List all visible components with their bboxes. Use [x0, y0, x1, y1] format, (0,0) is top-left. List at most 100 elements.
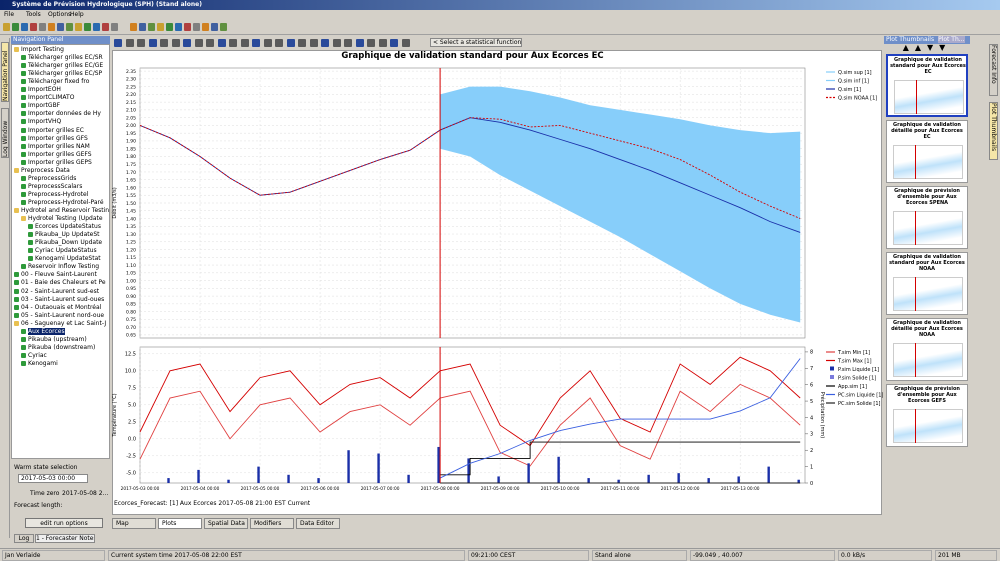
menu-item[interactable]: File [4, 11, 15, 18]
chart-tool-button[interactable] [263, 39, 272, 47]
tree-item[interactable]: Télécharger grilles EC/SP [21, 70, 102, 78]
tree-item[interactable]: Importer grilles NAM [21, 143, 90, 151]
toolbar-button[interactable] [39, 23, 46, 31]
statistic-select[interactable]: < Select a statistical function > [430, 38, 522, 47]
toolbar-button[interactable] [175, 23, 182, 31]
chart-tool-button[interactable] [114, 39, 122, 47]
thumbnail[interactable]: Graphique de validation standard pour Au… [886, 54, 968, 117]
toolbar-button[interactable] [130, 23, 137, 31]
toolbar-button[interactable] [220, 23, 227, 31]
toolbar-button[interactable] [111, 23, 118, 31]
chart-tool-button[interactable] [240, 39, 249, 47]
toolbar-button[interactable] [157, 23, 164, 31]
tree-item[interactable]: Cyriac UpdateStatus [28, 247, 97, 255]
tree-item[interactable]: Télécharger grilles EC/SR [21, 54, 103, 62]
thumbnail[interactable]: Graphique de prévision d'ensemble pour A… [886, 186, 968, 249]
tree-item[interactable]: Pikauba_Up UpdateSt [28, 231, 100, 239]
tree-item[interactable]: Importer grilles GFS [21, 135, 88, 143]
menu-item[interactable]: Options [48, 11, 72, 18]
chart-tool-button[interactable] [160, 39, 168, 47]
plot-tab[interactable]: Modifiers [250, 518, 294, 529]
edit-run-options-button[interactable]: edit run options [25, 518, 103, 528]
chart-tool-button[interactable] [137, 39, 145, 47]
toolbar-button[interactable] [93, 23, 100, 31]
thumbnail[interactable]: Graphique de validation détaillé pour Au… [886, 318, 968, 381]
chart-tool-button[interactable] [275, 39, 283, 47]
tree-item[interactable]: Aux Ecorces [21, 327, 65, 336]
chart-tool-button[interactable] [286, 39, 295, 47]
plot-tab[interactable]: Map [112, 518, 156, 529]
warm-state-select[interactable]: 2017-05-03 00:00 [18, 474, 88, 483]
tree-item[interactable]: Kenogami [21, 360, 58, 368]
chart-tool-button[interactable] [171, 39, 180, 47]
toolbar-button[interactable] [211, 23, 218, 31]
toolbar-button[interactable] [66, 23, 73, 31]
tab[interactable]: 1 - Forecaster Notes [35, 534, 95, 543]
tree-item[interactable]: 02 - Saint-Laurent sud-est [14, 288, 99, 296]
tree-item[interactable]: Preprocess-Hydrotel-Paré [21, 199, 104, 207]
tree-item[interactable]: Télécharger fixed fro [21, 78, 89, 86]
tree-item[interactable]: 00 - Fleuve Saint-Laurent [14, 271, 97, 279]
tree-item[interactable]: Télécharger grilles EC/GE [21, 62, 103, 70]
menu-item[interactable]: Help [70, 11, 84, 18]
tree-item[interactable]: Cyriac [21, 352, 47, 360]
toolbar-button[interactable] [139, 23, 146, 31]
chart-tool-button[interactable] [229, 39, 237, 47]
toolbar-button[interactable] [166, 23, 173, 31]
chart-tool-button[interactable] [148, 39, 157, 47]
tree-item[interactable]: Preprocess Data [14, 167, 70, 175]
toolbar-button[interactable] [102, 23, 109, 31]
chart-tool-button[interactable] [321, 39, 329, 47]
tree-item[interactable]: PreprocessScalars [21, 183, 82, 191]
chart-tool-button[interactable] [183, 39, 191, 47]
chart-tool-button[interactable] [252, 39, 260, 47]
tree-item[interactable]: Pikauba (upstream) [21, 336, 87, 344]
toolbar-button[interactable] [21, 23, 28, 31]
chart-tool-button[interactable] [206, 39, 214, 47]
tree-item[interactable]: ImportGBF [21, 102, 60, 110]
toolbar-button[interactable] [184, 23, 191, 31]
side-tab[interactable]: Forecast Info [989, 44, 998, 96]
side-tab[interactable]: Plot Thumbnails [989, 102, 998, 160]
chart-tool-button[interactable] [344, 39, 352, 47]
chart-tool-button[interactable] [298, 39, 306, 47]
chart-tool-button[interactable] [401, 39, 410, 47]
thumbnail[interactable]: Graphique de validation standard pour Au… [886, 252, 968, 315]
chart-tool-button[interactable] [125, 39, 134, 47]
tree-item[interactable]: Pikauba_Down Update [28, 239, 102, 247]
toolbar-button[interactable] [202, 23, 209, 31]
toolbar-button[interactable] [12, 23, 19, 31]
chart-tool-button[interactable] [390, 39, 398, 47]
thumbnail[interactable]: Graphique de validation détaillé pour Au… [886, 120, 968, 183]
tree-item[interactable]: Import Testing [14, 46, 64, 54]
tree-item[interactable]: Importer grilles EC [21, 127, 84, 135]
toolbar-button[interactable] [193, 23, 200, 31]
tree-item[interactable]: Hydrotel and Reservoir Testing [14, 207, 109, 215]
toolbar-button[interactable] [75, 23, 82, 31]
menu-item[interactable]: Tools [26, 11, 41, 18]
tree-item[interactable]: Importer données de Hy [21, 110, 101, 118]
side-tab[interactable]: Log Window [1, 108, 9, 158]
chart-tool-button[interactable] [332, 39, 341, 47]
tab[interactable]: Log [14, 534, 34, 543]
tree-item[interactable]: 03 - Saint-Laurent sud-oues [14, 296, 104, 304]
toolbar-button[interactable] [57, 23, 64, 31]
toolbar-button[interactable] [3, 23, 10, 31]
tree-item[interactable]: Hydrotel Testing (Update [21, 215, 103, 223]
chart-tool-button[interactable] [217, 39, 226, 47]
tree-item[interactable]: 01 - Baie des Chaleurs et Pe [14, 279, 106, 287]
plot-tab[interactable]: Plots [158, 518, 202, 529]
tree-item[interactable]: Kenogami UpdateStat [28, 255, 101, 263]
chart-tool-button[interactable] [309, 39, 318, 47]
tree-item[interactable]: 04 - Outaouais et Montréal [14, 304, 101, 312]
tree-item[interactable]: Importer grilles GEPS [21, 159, 92, 167]
tree-item[interactable]: PreprocessGrids [21, 175, 76, 183]
plot-tab[interactable]: Spatial Data [204, 518, 248, 529]
tree-item[interactable]: 06 - Saguenay et Lac Saint-J [14, 320, 106, 328]
tree-item[interactable]: Ecorces UpdateStatus [28, 223, 101, 231]
plot-tab[interactable]: Data Editor [296, 518, 340, 529]
tree-item[interactable]: 05 - Saint-Laurent nord-oue [14, 312, 104, 320]
toolbar-button[interactable] [48, 23, 55, 31]
tree-item[interactable]: Pikauba (downstream) [21, 344, 95, 352]
tree-item[interactable]: ImportEOH [21, 86, 61, 94]
